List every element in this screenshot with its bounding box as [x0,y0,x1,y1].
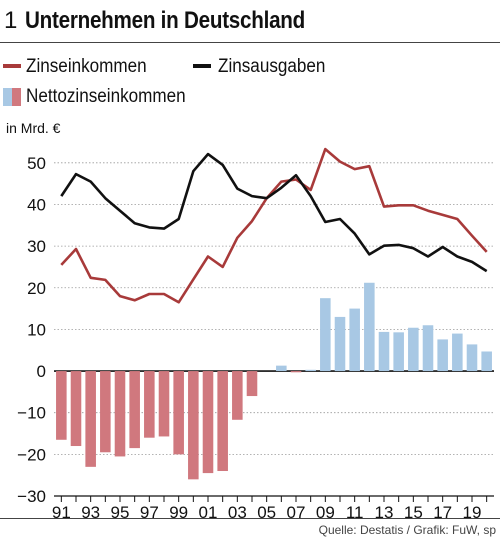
y-tick-label: 50 [27,154,46,173]
bar [114,371,126,457]
legend-swatch-zinseinkommen [3,64,21,68]
bar [408,327,419,372]
y-tick-label: 20 [27,279,46,298]
bar [85,371,96,467]
legend-label-zinseinkommen: Zinseinkommen [26,56,147,77]
bar [466,344,478,372]
footer-divider [0,518,500,519]
bar [246,371,258,397]
grid-lines [54,162,494,497]
bar [56,371,67,440]
series-line-zinsausgaben [60,152,488,273]
bar [305,369,316,372]
x-tick-label: 93 [81,503,100,522]
x-tick-label: 91 [52,503,71,522]
bar [334,316,346,372]
legend-swatch-netto-positive [3,88,12,106]
x-tick-label: 97 [140,503,159,522]
bar [276,365,287,372]
y-axis-unit-label: in Mrd. € [6,120,61,136]
x-tick-label: 11 [346,503,364,522]
legend-swatch-netto-negative [12,88,21,106]
bar [320,298,331,372]
bar [70,371,82,447]
bar [290,371,302,373]
bar [129,371,140,449]
bar [202,371,214,474]
y-axis-ticks: −30 −20 −10 0 10 20 30 40 50 [17,154,46,506]
title-divider [0,42,500,43]
x-tick-label: 95 [111,503,130,522]
x-tick-label: 17 [433,503,452,522]
x-tick-label: 15 [404,503,423,522]
bar [422,325,434,372]
y-tick-label: 30 [27,237,46,256]
bars-nettozinseinkommen [56,282,492,480]
chart-title: Unternehmen in Deutschland [25,7,306,34]
y-tick-label: −20 [17,445,46,464]
x-tick-label: 07 [287,503,306,522]
y-tick-label: −10 [17,404,46,423]
x-tick-label: 13 [375,503,394,522]
bar [158,371,170,437]
bar [481,351,492,372]
bar [173,371,184,455]
x-tick-label: 01 [199,503,218,522]
bar [452,333,463,372]
bar [232,371,243,420]
y-tick-label: 40 [27,195,46,214]
legend-swatch-zinsausgaben [193,64,211,68]
chart-number: 1 [4,7,18,34]
bar [144,371,155,438]
bar [188,371,199,480]
bar [100,371,111,453]
series-lines [60,147,488,304]
source-note: Quelle: Destatis / Grafik: FuW, sp [318,523,496,537]
bar [217,371,228,472]
legend-label-netto: Nettozinseinkommen [26,86,186,107]
x-tick-label: 03 [228,503,247,522]
x-axis-ticks: 91 93 95 97 99 01 03 05 07 09 11 13 15 17 19 [52,495,494,522]
bar [437,339,448,372]
y-tick-label: 10 [27,320,46,339]
y-tick-label: −30 [17,487,46,506]
page-title: 1 Unternehmen in Deutschland [4,6,351,36]
series-line-zinseinkommen [60,147,488,304]
legend-label-zinsausgaben: Zinsausgaben [218,56,326,77]
x-tick-label: 05 [257,503,276,522]
bar [364,282,375,372]
x-tick-label: 99 [169,503,188,522]
bar [393,332,404,372]
y-tick-label: 0 [37,362,46,381]
x-tick-label: 19 [463,503,482,522]
x-tick-label: 09 [316,503,335,522]
bar [349,308,360,372]
bar [378,331,390,372]
